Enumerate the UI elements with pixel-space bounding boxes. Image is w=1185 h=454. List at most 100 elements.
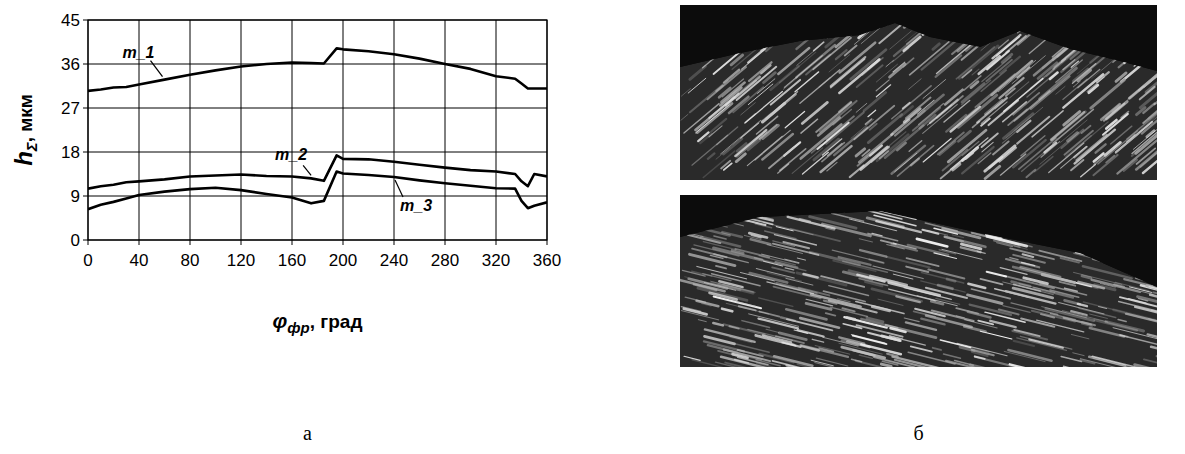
micrograph-streak	[887, 15, 899, 25]
micrograph-streak	[708, 0, 722, 6]
micrograph-streak	[1055, 206, 1075, 211]
micrograph-streak	[986, 209, 1019, 217]
micrograph-streak	[692, 135, 728, 165]
x-tick	[241, 240, 242, 245]
micrograph-streak	[1076, 0, 1115, 22]
micrograph-streak	[1120, 335, 1170, 347]
x-grid-line	[241, 20, 242, 240]
micrograph-background	[680, 195, 1157, 367]
micrograph-streak	[755, 130, 790, 160]
micrograph-streak	[1063, 60, 1075, 70]
micrograph-streak	[923, 104, 958, 133]
micrograph-streak	[1150, 215, 1185, 227]
micrograph-streak	[987, 272, 1006, 277]
micrograph-streak	[1073, 272, 1121, 284]
micrograph-streak	[868, 110, 876, 116]
micrograph-streak	[696, 196, 724, 203]
micrograph-streak	[843, 324, 861, 329]
micrograph-streak	[711, 119, 726, 132]
micrograph-streak	[1020, 209, 1044, 215]
micrograph-streak	[1138, 297, 1158, 302]
micrograph-streak	[1045, 9, 1066, 26]
micrograph-streak	[999, 148, 1016, 162]
micrograph-streak	[911, 346, 932, 351]
micrograph-streak	[684, 36, 715, 62]
micrograph-streak	[765, 4, 784, 20]
micrograph-streak	[1047, 1, 1058, 10]
micrograph-streak	[872, 306, 889, 310]
micrograph-streak	[1045, 143, 1057, 153]
micrograph-streak	[998, 60, 1035, 91]
micrograph-streak	[971, 82, 978, 88]
micrograph-streak	[757, 363, 805, 375]
micrograph-streak	[737, 132, 766, 156]
x-grid-line	[496, 20, 497, 240]
micrograph-streak	[1035, 157, 1053, 172]
micrograph-streak	[833, 261, 876, 272]
micrograph-streak	[836, 50, 847, 59]
micrograph-streak	[816, 102, 851, 131]
x-tick	[394, 240, 395, 245]
micrograph-streak	[740, 272, 774, 280]
micrograph-streak	[795, 72, 819, 92]
micrograph-streak	[891, 328, 906, 332]
micrograph-streak	[694, 220, 705, 223]
micrograph-streak	[1040, 68, 1077, 99]
micrograph-streak	[764, 73, 776, 83]
x-grid-line	[343, 20, 344, 240]
micrograph-streak	[951, 107, 980, 132]
micrograph-streak	[800, 318, 839, 328]
micrograph-streak	[831, 57, 865, 86]
micrograph-streak	[716, 266, 726, 269]
micrograph-streak	[730, 0, 768, 5]
micrograph-streak	[1025, 0, 1047, 12]
micrograph-streak	[724, 163, 732, 170]
micrograph-streak	[749, 233, 767, 237]
x-tick-label: 200	[329, 251, 357, 270]
micrograph-streak	[892, 120, 910, 135]
micrograph-streak	[1109, 0, 1133, 19]
micrograph-streak	[904, 7, 928, 27]
micrograph-streak	[1075, 206, 1094, 211]
x-tick-label: 280	[431, 251, 459, 270]
micrograph-streak	[987, 0, 1020, 13]
micrograph-streak	[842, 347, 885, 358]
grid	[83, 20, 547, 245]
micrograph-streak	[1012, 2, 1024, 12]
x-tick-label: 40	[130, 251, 149, 270]
micrograph-streak	[785, 111, 804, 127]
micrograph-streak	[926, 288, 967, 298]
micrograph-streak	[768, 7, 797, 32]
micrograph-streak	[1089, 85, 1098, 92]
micrograph-streak	[1034, 288, 1073, 298]
micrograph-streak	[1027, 22, 1035, 29]
micrograph-streak	[897, 146, 933, 176]
micrograph-streak	[840, 0, 859, 10]
micrograph-streak	[985, 166, 1000, 178]
y-grid-line	[88, 152, 547, 153]
micrograph-streak	[714, 52, 740, 74]
micrograph-streak	[1105, 256, 1132, 263]
micrograph-streak	[1130, 272, 1147, 276]
micrograph-streak	[866, 119, 872, 124]
micrograph-streak	[1029, 37, 1049, 54]
micrograph-streak	[1131, 271, 1139, 273]
micrograph-streak	[1010, 248, 1054, 259]
micrograph-streak	[771, 80, 800, 105]
micrograph-streak	[689, 37, 711, 56]
micrograph-streak	[1022, 262, 1035, 265]
micrograph-streak	[1002, 122, 1028, 143]
micrograph-streak	[944, 100, 970, 122]
micrograph-streak	[1107, 212, 1130, 218]
micrograph-streak	[830, 200, 844, 204]
micrograph-streak	[1034, 0, 1071, 9]
micrograph-streak	[861, 0, 901, 24]
micrograph-streak	[856, 149, 865, 156]
micrograph-streak	[939, 141, 955, 154]
x-tick	[343, 240, 344, 245]
micrograph-streak	[1140, 247, 1181, 257]
micrograph-streak	[735, 360, 748, 363]
micrograph-streak	[1091, 207, 1118, 214]
x-tick-label: 360	[533, 251, 561, 270]
micrograph-streak	[1148, 274, 1185, 287]
